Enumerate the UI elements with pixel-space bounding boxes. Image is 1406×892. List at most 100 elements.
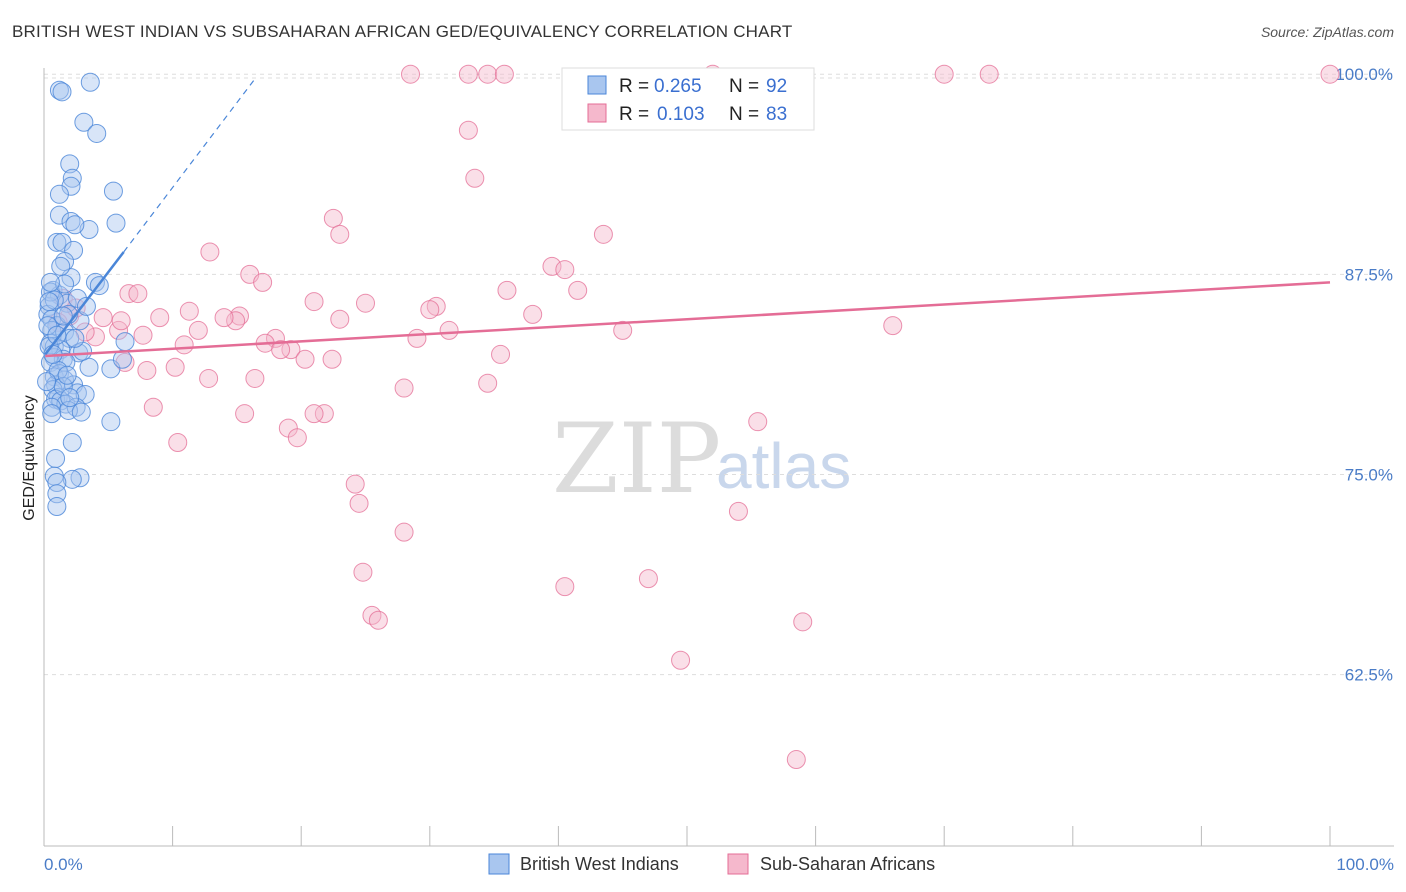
- point-sub-saharan-54: [304, 404, 324, 424]
- point-sub-saharan-69: [671, 650, 691, 670]
- point-british-west-indian-1: [52, 82, 72, 102]
- point-british-west-indian-12: [79, 220, 99, 240]
- legend-swatch-pink: [587, 103, 607, 123]
- point-british-west-indian-64: [47, 473, 67, 493]
- point-british-west-indian-82: [40, 272, 60, 292]
- point-british-west-indian-83: [51, 256, 71, 276]
- point-sub-saharan-70: [786, 750, 806, 770]
- point-sub-saharan-3: [494, 64, 514, 84]
- point-british-west-indian-69: [65, 328, 85, 348]
- point-british-west-indian-63: [62, 469, 82, 489]
- point-sub-saharan-2: [478, 64, 498, 84]
- x-ticks: [43, 826, 1331, 846]
- point-sub-saharan-9: [465, 168, 485, 188]
- point-british-west-indian-88: [57, 365, 77, 385]
- point-british-west-indian-91: [53, 306, 73, 326]
- point-sub-saharan-17: [253, 272, 273, 292]
- point-sub-saharan-36: [85, 327, 105, 347]
- point-british-west-indian-58: [101, 412, 121, 432]
- point-sub-saharan-11: [330, 224, 350, 244]
- point-british-west-indian-79: [37, 372, 57, 392]
- point-sub-saharan-1: [458, 64, 478, 84]
- point-british-west-indian-56: [42, 397, 62, 417]
- point-sub-saharan-62: [394, 522, 414, 542]
- point-sub-saharan-8: [458, 120, 478, 140]
- trend-british-west-indian-extension: [123, 80, 255, 253]
- point-sub-saharan-15: [555, 260, 575, 280]
- x-tick-label-min: 0.0%: [44, 855, 83, 874]
- point-sub-saharan-65: [638, 569, 658, 589]
- point-british-west-indian-90: [39, 292, 59, 312]
- point-british-west-indian-6: [62, 168, 82, 188]
- watermark-zip: ZIP: [552, 403, 721, 515]
- point-sub-saharan-28: [93, 308, 113, 328]
- point-sub-saharan-30: [330, 309, 350, 329]
- point-sub-saharan-63: [353, 562, 373, 582]
- point-sub-saharan-44: [115, 352, 135, 372]
- point-sub-saharan-81: [523, 304, 543, 324]
- legend-n-label-1: N =: [729, 76, 759, 97]
- point-sub-saharan-59: [345, 474, 365, 494]
- point-sub-saharan-10: [323, 208, 343, 228]
- legend-r-value-2: 0.103: [657, 104, 705, 125]
- point-sub-saharan-51: [143, 397, 163, 417]
- bottom-legend-label-pink: Sub-Saharan Africans: [760, 854, 935, 874]
- point-sub-saharan-67: [368, 610, 388, 630]
- trend-british-west-indian: [44, 251, 125, 356]
- point-sub-saharan-5: [934, 64, 954, 84]
- point-sub-saharan-40: [271, 340, 291, 360]
- point-british-west-indian-75: [115, 332, 135, 352]
- point-sub-saharan-0: [401, 64, 421, 84]
- point-sub-saharan-20: [128, 284, 148, 304]
- point-sub-saharan-14: [542, 256, 562, 276]
- point-sub-saharan-34: [133, 325, 153, 345]
- point-sub-saharan-77: [304, 292, 324, 312]
- point-sub-saharan-60: [349, 493, 369, 513]
- legend-n-value-2: 83: [766, 104, 787, 125]
- trend-lines: [44, 80, 1331, 358]
- point-british-west-indian-20: [85, 272, 105, 292]
- y-tick-labels: 62.5% 75.0% 87.5% 100.0%: [1335, 65, 1393, 684]
- point-british-west-indian-85: [76, 296, 96, 316]
- watermark-atlas: atlas: [716, 430, 851, 502]
- point-british-west-indian-15: [47, 232, 67, 252]
- point-sub-saharan-42: [322, 349, 342, 369]
- y-tick-label-3: 100.0%: [1335, 65, 1393, 84]
- trend-sub-saharan: [45, 281, 1331, 358]
- point-sub-saharan-6: [979, 64, 999, 84]
- point-british-west-indian-11: [61, 212, 81, 232]
- point-sub-saharan-68: [793, 612, 813, 632]
- legend-n-label-2: N =: [729, 104, 759, 125]
- point-british-west-indian-14: [65, 215, 85, 235]
- legend-r-label-2: R =: [619, 104, 649, 125]
- point-british-west-indian-4: [87, 123, 107, 143]
- source-label: Source: ZipAtlas.com: [1260, 24, 1394, 40]
- point-sub-saharan-64: [555, 577, 575, 597]
- point-british-west-indian-8: [103, 181, 123, 201]
- point-sub-saharan-23: [420, 300, 440, 320]
- point-british-west-indian-59: [62, 432, 82, 452]
- point-sub-saharan-79: [407, 328, 427, 348]
- point-sub-saharan-29: [150, 308, 170, 328]
- point-sub-saharan-32: [439, 320, 459, 340]
- point-sub-saharan-61: [728, 501, 748, 521]
- point-british-west-indian-66: [47, 497, 67, 517]
- bottom-legend-swatch-blue: [488, 853, 510, 875]
- point-sub-saharan-13: [200, 242, 220, 262]
- point-british-west-indian-10: [49, 205, 69, 225]
- point-sub-saharan-21: [356, 293, 375, 313]
- point-british-west-indian-5: [60, 154, 80, 174]
- point-sub-saharan-37: [174, 335, 194, 355]
- point-british-west-indian-2: [80, 72, 100, 92]
- y-tick-label-0: 62.5%: [1345, 666, 1393, 685]
- point-sub-saharan-46: [199, 368, 219, 388]
- point-sub-saharan-52: [235, 404, 255, 424]
- point-sub-saharan-18: [568, 280, 588, 300]
- point-sub-saharan-47: [245, 368, 265, 388]
- point-british-west-indian-3: [74, 112, 94, 132]
- point-british-west-indian-16: [52, 232, 72, 252]
- point-british-west-indian-7: [61, 176, 81, 196]
- point-sub-saharan-26: [226, 311, 246, 331]
- point-sub-saharan-50: [394, 378, 414, 398]
